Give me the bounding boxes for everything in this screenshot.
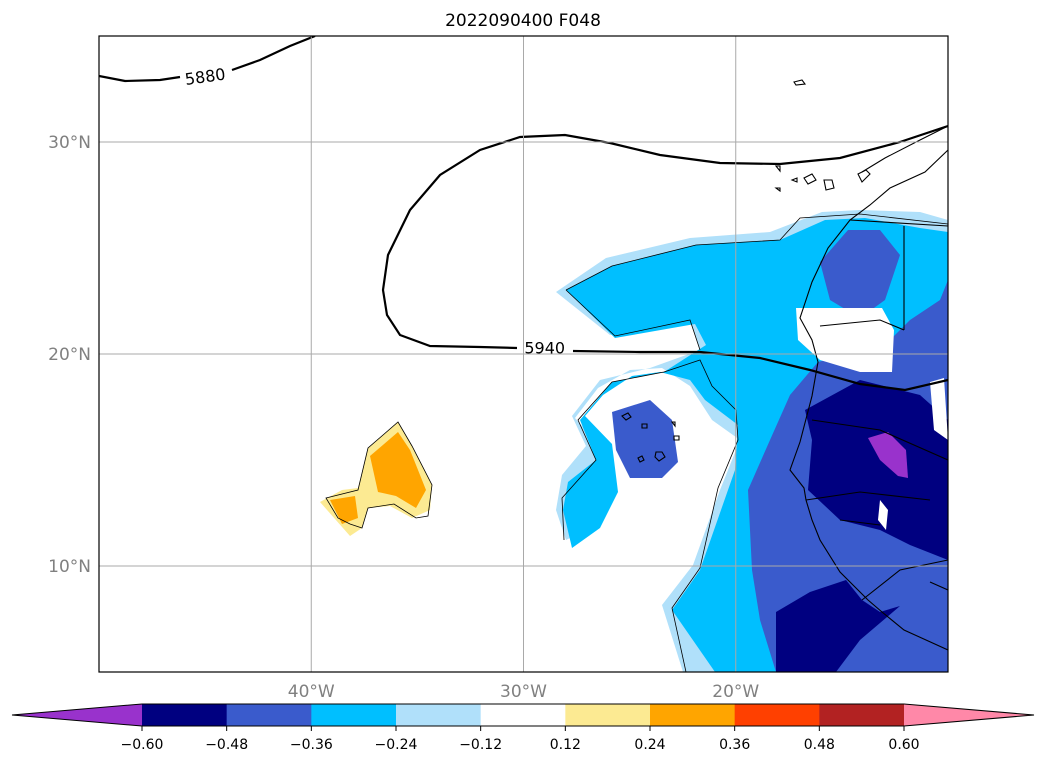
- colorbar-swatch: [480, 704, 566, 726]
- colorbar-tick-label: −0.60: [121, 737, 164, 753]
- colorbar-tick-label: −0.12: [459, 737, 502, 753]
- lon-tick-label: 30°W: [500, 682, 547, 702]
- colorbar-tick-label: 0.12: [550, 737, 581, 753]
- gridlines: [99, 36, 948, 672]
- colorbar-swatch: [650, 704, 736, 726]
- colorbar-swatch: [12, 704, 142, 726]
- field-orange-region: [330, 432, 426, 524]
- lat-tick-label: 30°N: [48, 133, 91, 153]
- lon-tick-label: 20°W: [712, 682, 759, 702]
- colorbar-swatch: [904, 704, 1034, 726]
- field-purple-region: [868, 432, 908, 478]
- contour-5940: [381, 124, 948, 392]
- colorbar-tick-label: 0.60: [888, 737, 919, 753]
- anomaly-contour-outline: [325, 421, 433, 529]
- coastline-africa: [789, 149, 948, 651]
- colorbar: −0.60 −0.48 −0.36 −0.24 −0.12 0.12 0.24 0.36 0.4…: [11, 703, 1035, 753]
- colorbar-tick-label: 0.48: [804, 737, 835, 753]
- latitude-labels: 30°N 20°N 10°N: [48, 133, 91, 577]
- colorbar-swatch: [142, 704, 228, 726]
- canary-islands: [774, 79, 871, 193]
- colorbar-tick-label: 0.24: [634, 737, 665, 753]
- field-royal-blue-region: [612, 230, 948, 672]
- contour-label: 5940: [524, 339, 565, 358]
- border-lines: [805, 219, 948, 601]
- coastline-africa-north: [861, 125, 948, 173]
- map-frame: [98, 35, 949, 673]
- lat-tick-label: 20°N: [48, 345, 91, 365]
- field-white-hole: [796, 308, 948, 530]
- colorbar-swatch: [311, 704, 397, 726]
- colorbar-swatch: [226, 704, 312, 726]
- contour-5880: [99, 36, 316, 83]
- lat-tick-label: 10°N: [48, 557, 91, 577]
- cabo-verde-islands: [621, 412, 680, 463]
- colorbar-swatch: [734, 704, 820, 726]
- colorbar-tick-label: −0.24: [375, 737, 418, 753]
- lon-tick-label: 40°W: [288, 682, 335, 702]
- figure-title: 2022090400 F048: [445, 11, 601, 31]
- colorbar-tick-label: −0.48: [205, 737, 248, 753]
- colorbar-tick-label: −0.36: [290, 737, 333, 753]
- anomaly-contour-outline-blue: [561, 213, 948, 672]
- colorbar-swatch: [565, 704, 651, 726]
- colorbar-tick-label: 0.36: [719, 737, 750, 753]
- colorbar-swatch: [396, 704, 482, 726]
- longitude-labels: 40°W 30°W 20°W: [288, 682, 760, 702]
- colorbar-swatch: [819, 704, 905, 726]
